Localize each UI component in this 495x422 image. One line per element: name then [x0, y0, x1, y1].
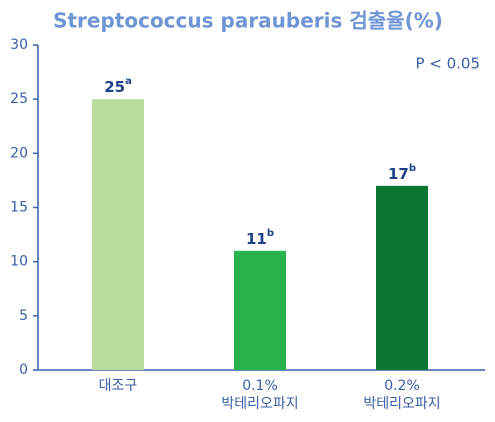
y-tick-label: 20 [10, 145, 28, 161]
bar [92, 99, 144, 371]
bar [234, 250, 286, 370]
superscript: b [267, 228, 274, 239]
value-label: 11b [246, 228, 274, 248]
value-number: 25 [104, 78, 125, 96]
y-tick-label: 0 [19, 362, 28, 378]
annotation: P < 0.05 [415, 55, 480, 73]
x-tick-label: 대조구 [99, 378, 138, 394]
y-tick-label: 5 [19, 308, 28, 324]
value-number: 17 [388, 164, 409, 182]
y-tick-label: 10 [10, 254, 28, 270]
value-label: 17b [388, 163, 416, 183]
y-tick-label: 15 [10, 200, 28, 216]
superscript: b [409, 163, 416, 174]
bar [376, 185, 428, 370]
chart-title: Streptococcus parauberis 검출율(%) [53, 9, 443, 33]
value-label: 25a [104, 76, 132, 96]
value-number: 11 [246, 229, 267, 247]
x-tick-label: 0.1% [242, 378, 278, 394]
x-tick-label: 박테리오파지 [221, 396, 298, 412]
y-tick-label: 30 [10, 37, 28, 53]
superscript: a [125, 76, 132, 87]
x-tick-label: 0.2% [384, 378, 420, 394]
y-tick-label: 25 [10, 91, 28, 107]
x-tick-label: 박테리오파지 [363, 396, 440, 412]
